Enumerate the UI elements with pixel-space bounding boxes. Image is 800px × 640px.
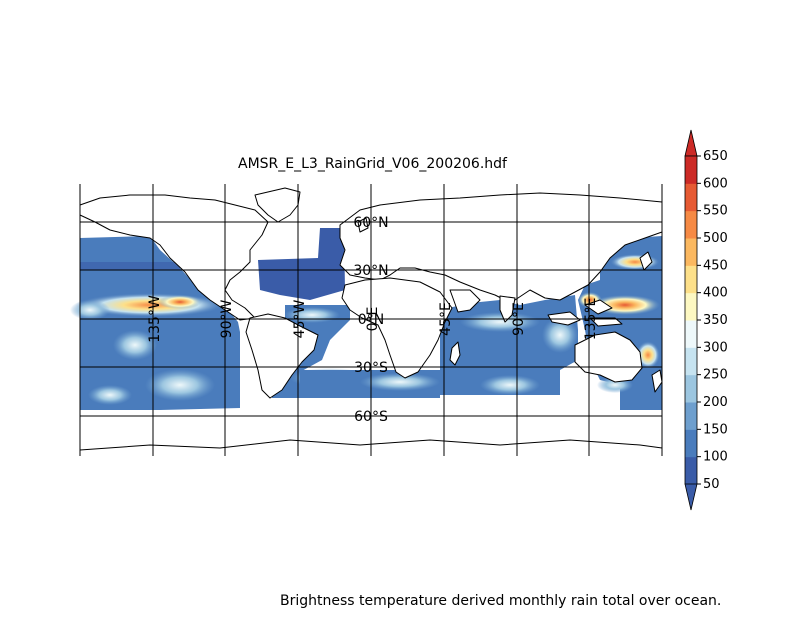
parallel-label-0n: 0°N	[358, 312, 384, 328]
meridian-label-90e: 90°E	[511, 302, 527, 336]
colorbar-tick-label: 400	[703, 286, 728, 301]
colorbar-bin	[685, 210, 697, 239]
colorbar-bin	[685, 265, 697, 294]
colorbar-bin	[685, 402, 697, 430]
parallel-label-60n: 60°N	[353, 215, 388, 231]
meridian-label-90w: 90°W	[219, 300, 235, 339]
colorbar-bin	[685, 238, 697, 266]
greenland-outline	[254, 187, 301, 223]
colorbar-tick-label: 500	[703, 231, 728, 246]
region-atlantic	[258, 228, 345, 300]
south-america-outline	[245, 313, 319, 399]
colorbar-bin	[685, 320, 697, 348]
colorbar-tick-label: 650	[703, 149, 728, 164]
colorbar-tick-label: 200	[703, 395, 728, 410]
meridian-label-135e: 135°E	[583, 298, 599, 341]
antarctica-outline	[79, 439, 663, 451]
colorbar-tick-label: 300	[703, 340, 728, 355]
colorbar-tick-label: 600	[703, 176, 728, 191]
colorbar-bin	[685, 156, 697, 184]
meridian-label-0e: 0°E	[365, 307, 381, 332]
meridian-label-45w: 45°W	[292, 300, 308, 339]
parallel-label-30n: 30°N	[353, 263, 388, 279]
meridian-label-45e: 45°E	[438, 302, 454, 336]
africa-outline	[341, 277, 453, 379]
colorbar-tick-label: 350	[703, 313, 728, 328]
map-caption: Brightness temperature derived monthly r…	[280, 593, 722, 609]
parallel-labels: 60°N 30°N 0°N 30°S 60°S	[353, 215, 388, 425]
colorbar-tick-label: 550	[703, 204, 728, 219]
colorbar-tick-label: 150	[703, 422, 728, 437]
colorbar-extend-min	[684, 483, 698, 511]
colorbar: 50 100 150 200 250 300 350 400 450 500 550 600 650	[684, 129, 728, 511]
parallel-label-60s: 60°S	[354, 409, 388, 425]
parallel-label-30s: 30°S	[354, 360, 388, 376]
north-america-outline	[79, 194, 269, 321]
meridian-labels: 135°W 90°W 45°W 0°E 45°E 90°E 135°E	[147, 295, 599, 343]
colorbar-extend-max	[684, 129, 698, 157]
colorbar-tick-label: 100	[703, 450, 728, 465]
colorbar-tick-label: 50	[703, 477, 720, 492]
colorbar-bin	[685, 374, 697, 403]
meridian-label-135w: 135°W	[147, 295, 163, 343]
colorbar-bin	[685, 347, 697, 376]
map-title: AMSR_E_L3_RainGrid_V06_200206.hdf	[238, 156, 507, 172]
colorbar-bin	[685, 456, 697, 485]
colorbar-bin	[685, 292, 697, 321]
graticule	[79, 184, 663, 456]
colorbar-bin	[685, 429, 697, 458]
colorbar-bin	[685, 183, 697, 212]
colorbar-tick-label: 250	[703, 368, 728, 383]
colorbar-tick-label: 450	[703, 258, 728, 273]
australia-outline	[574, 331, 643, 383]
